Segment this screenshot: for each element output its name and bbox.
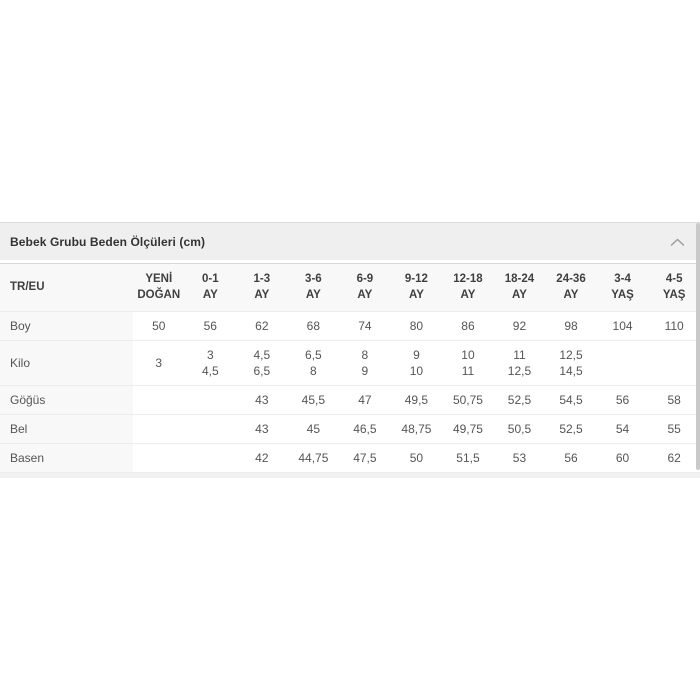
cell-kilo-2: 4,5 6,5 [236,340,288,386]
cell-basen-5: 50 [409,451,424,465]
corner-header-tr-eu: TR/EU [0,263,133,312]
cell-bel-8: 52,5 [545,414,597,444]
table-row-boy: Boy 50 56 62 68 74 80 86 92 98 104 110 [0,311,700,341]
cell-basen-10: 62 [667,451,681,465]
size-chart-accordion-header[interactable]: Bebek Grubu Beden Ölçüleri (cm) [0,223,700,260]
cell-kilo-1: 3 4,5 [184,340,237,386]
cell-bel-2: 43 [236,414,288,444]
cell-gogus-0 [133,385,185,415]
size-table: TR/EU YENİ DOĞAN 0-1 AY 1-3 AY 3-6 AY 6-… [0,263,700,472]
chevron-up-icon[interactable] [670,238,685,246]
cell-boy-4: 74 [339,311,391,341]
cell-bel-4: 46,5 [339,414,391,444]
cell-boy-1: 56 [184,311,237,341]
size-chart-panel: Bebek Grubu Beden Ölçüleri (cm) TR/EU YE… [0,222,700,478]
table-row-basen: Basen 42 44,75 47,5 50 51,5 53 56 60 62 [0,443,700,473]
cell-kilo-8: 12,5 14,5 [545,340,597,386]
cell-kilo-3: 6,5 8 [287,340,340,386]
col-header-9-12-ay: 9-12 AY [390,263,443,312]
cell-gogus-6: 50,75 [442,385,494,415]
cell-bel-6: 49,75 [442,414,494,444]
cell-boy-2: 62 [236,311,288,341]
cell-basen-3: 44,75 [298,451,329,465]
col-header-4-5-yas: 4-5 YAŞ [648,263,700,312]
panel-title: Bebek Grubu Beden Ölçüleri (cm) [10,234,206,249]
cell-basen-0 [133,444,185,473]
cell-kilo-10 [648,340,700,386]
cell-bel-7: 50,5 [493,414,546,444]
cell-kilo-6: 10 11 [442,340,494,386]
cell-gogus-7: 52,5 [493,385,546,415]
row-label-gogus: Göğüs [0,385,133,415]
cell-boy-5: 80 [390,311,443,341]
cell-gogus-9: 56 [596,385,649,415]
col-header-6-9-ay: 6-9 AY [339,263,391,312]
row-label-kilo: Kilo [0,340,133,386]
cell-boy-8: 98 [545,311,597,341]
cell-kilo-7: 11 12,5 [493,340,546,386]
cell-boy-10: 110 [648,311,700,341]
col-header-0-1-ay: 0-1 AY [184,263,237,312]
table-row-kilo: Kilo 3 3 4,5 4,5 6,5 6,5 8 8 9 9 10 10 1… [0,340,700,386]
size-table-container: TR/EU YENİ DOĞAN 0-1 AY 1-3 AY 3-6 AY 6-… [0,263,700,472]
cell-bel-3: 45 [287,414,340,444]
vertical-scrollbar-thumb[interactable] [696,223,700,470]
cell-gogus-1 [184,385,237,415]
cell-gogus-3: 45,5 [287,385,340,415]
cell-gogus-8: 54,5 [545,385,597,415]
cell-basen-7: 53 [512,451,527,465]
table-header-row: TR/EU YENİ DOĞAN 0-1 AY 1-3 AY 3-6 AY 6-… [0,263,700,312]
col-header-12-18-ay: 12-18 AY [442,263,494,312]
col-header-1-3-ay: 1-3 AY [236,263,288,312]
col-header-3-6-ay: 3-6 AY [287,263,340,312]
table-row-gogus: Göğüs 43 45,5 47 49,5 50,75 52,5 54,5 56… [0,385,700,415]
cell-bel-9: 54 [596,414,649,444]
panel-footer-strip [0,472,700,478]
cell-basen-6: 51,5 [456,451,480,465]
cell-gogus-2: 43 [236,385,288,415]
cell-boy-3: 68 [287,311,340,341]
cell-basen-4: 47,5 [353,451,377,465]
col-header-18-24-ay: 18-24 AY [493,263,546,312]
col-header-24-36-ay: 24-36 AY [545,263,597,312]
cell-bel-10: 55 [648,414,700,444]
cell-boy-9: 104 [596,311,649,341]
col-header-3-4-yas: 3-4 YAŞ [596,263,649,312]
col-header-yeni-dogan: YENİ DOĞAN [133,263,185,312]
row-label-boy: Boy [0,311,133,341]
cell-boy-6: 86 [442,311,494,341]
cell-kilo-5: 9 10 [390,340,443,386]
cell-boy-7: 92 [493,311,546,341]
cell-gogus-5: 49,5 [390,385,443,415]
cell-bel-0 [133,414,185,444]
cell-kilo-0: 3 [133,340,185,386]
cell-basen-1 [185,444,237,473]
cell-gogus-10: 58 [648,385,700,415]
cell-gogus-4: 47 [339,385,391,415]
cell-boy-0: 50 [133,311,185,341]
cell-bel-5: 48,75 [390,414,443,444]
row-label-bel: Bel [0,414,133,444]
table-row-bel: Bel 43 45 46,5 48,75 49,75 50,5 52,5 54 … [0,414,700,444]
cell-basen-8: 56 [564,451,578,465]
cell-basen-2: 42 [255,451,269,465]
row-label-basen: Basen [0,443,133,472]
cell-bel-1 [184,414,237,444]
cell-basen-9: 60 [615,451,630,465]
cell-kilo-4: 8 9 [339,340,391,386]
cell-kilo-9 [596,340,649,386]
